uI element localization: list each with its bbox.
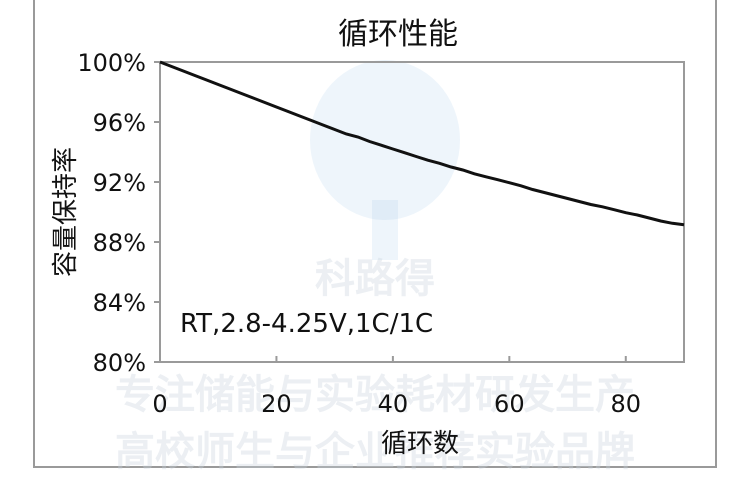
- x-tick-label: 20: [261, 390, 292, 418]
- y-tick-label: 84%: [93, 289, 146, 317]
- y-tick-label: 100%: [77, 49, 146, 77]
- watermark-line2: 高校师生与企业推荐实验品牌: [115, 429, 635, 475]
- y-tick-label: 96%: [93, 109, 146, 137]
- x-tick-label: 0: [152, 390, 167, 418]
- chart-frame: [33, 0, 717, 468]
- y-axis: 80% 84% 88% 92% 96% 100%: [77, 49, 160, 377]
- watermark-brand: 科路得: [315, 256, 435, 302]
- x-tick-label: 60: [494, 390, 525, 418]
- y-axis-label: 容量保持率: [51, 147, 81, 277]
- y-tick-label: 92%: [93, 169, 146, 197]
- x-axis: 0 20 40 60 80: [152, 356, 641, 418]
- x-tick-label: 80: [611, 390, 642, 418]
- y-tick-label: 88%: [93, 229, 146, 257]
- watermark-line1: 专注储能与实验耗材研发生产: [115, 372, 635, 418]
- x-axis-label: 循环数: [381, 429, 459, 459]
- chart-title: 循环性能: [338, 17, 458, 52]
- test-condition-annotation: RT,2.8-4.25V,1C/1C: [180, 309, 433, 339]
- x-tick-label: 40: [378, 390, 409, 418]
- plot-area: [159, 61, 685, 363]
- y-tick-label: 80%: [93, 349, 146, 377]
- watermark-logo: [310, 60, 460, 260]
- capacity-retention-line: [159, 60, 685, 227]
